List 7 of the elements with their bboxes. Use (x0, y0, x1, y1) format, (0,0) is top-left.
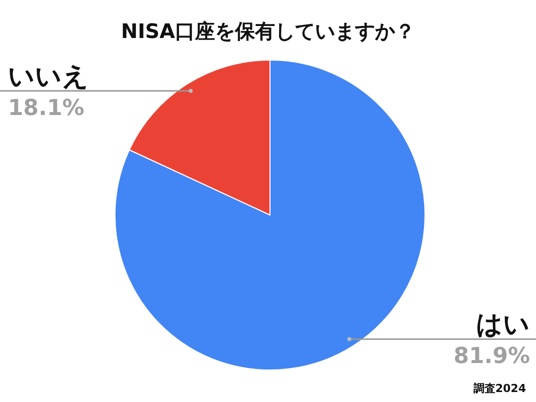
slice-label: いいえ (8, 62, 89, 92)
data-label: 81.9% (454, 344, 530, 370)
slice-label: はい (476, 310, 530, 340)
data-label: 18.1% (8, 96, 84, 121)
chart-title: NISA口座を保有していますか？ (120, 19, 416, 43)
pie-slice (114, 60, 426, 370)
text: 調査2024 (473, 382, 526, 395)
